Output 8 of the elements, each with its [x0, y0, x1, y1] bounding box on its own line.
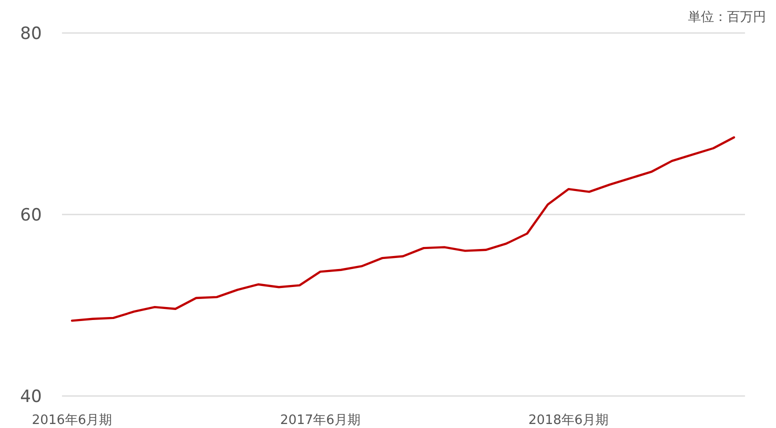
y-tick-label: 60: [20, 206, 42, 226]
x-tick-label: 2016年6月期: [32, 413, 112, 428]
line-series: [70, 136, 736, 322]
y-tick-label: 40: [20, 387, 42, 407]
x-tick-label: 2017年6月期: [280, 413, 360, 428]
text: 単位：百万円: [688, 10, 766, 25]
y-tick-label: 80: [20, 24, 42, 44]
x-tick-label: 2018年6月期: [528, 413, 609, 428]
